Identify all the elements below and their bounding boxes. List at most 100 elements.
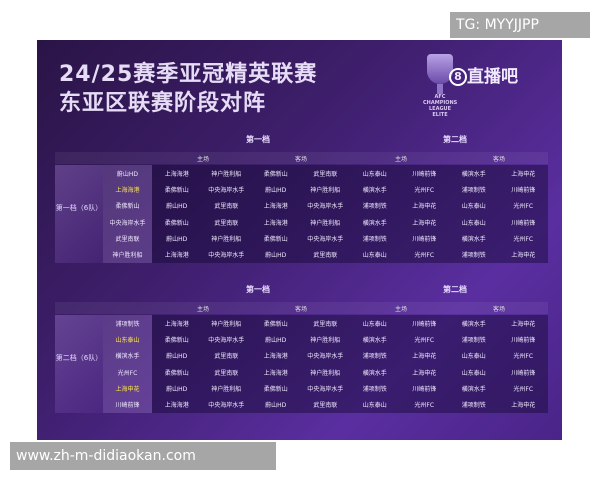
tier2-header: 第二档 [443, 285, 467, 294]
opponent-cell: 山东泰山 [461, 219, 486, 227]
opponent-cell: 光州FC [414, 402, 435, 410]
opponent-grid: 上海海港 神户胜利船 柔佛新山 武里南联 山东泰山 川崎前锋 横滨水手 上海申花 柔佛新山 中央海… [152, 315, 548, 413]
opponent-cell: 上海海港 [263, 369, 288, 377]
opponent-cell: 上海申花 [511, 252, 536, 260]
opponent-cell: 浦项制铁 [362, 353, 387, 361]
zhibo8-logo: 8 直播吧 [449, 62, 518, 87]
opponent-cell: 上海申花 [511, 170, 536, 178]
team-row: 山东泰山 [103, 331, 152, 347]
away-label: 客场 [492, 306, 505, 313]
team-row: 中央海岸水手 [103, 214, 152, 230]
schedule-table-pot1: 第一档 第二档 主场 客场 主场 客场 第一档（6队） 蔚山HD 上海海港 柔佛新山 中央海岸水手武… [55, 134, 548, 264]
opponent-cell: 山东泰山 [461, 353, 486, 361]
opponent-cell: 上海海港 [263, 203, 288, 211]
watermark-top: TG: MYYJJPP [450, 12, 590, 38]
opponent-cell: 川崎前锋 [412, 235, 437, 243]
opponent-cell: 横滨水手 [362, 336, 387, 344]
away-label: 客场 [294, 156, 307, 163]
opponent-cell: 武里南联 [214, 219, 239, 227]
opponent-cell: 神户胜利船 [310, 219, 341, 227]
table-row: 上海海港 中央海岸水手 蔚山HD 武里南联 山东泰山 光州FC 浦项制铁 上海申花 [152, 246, 548, 262]
opponent-cell: 光州FC [513, 235, 534, 243]
opponent-cell: 武里南联 [313, 252, 338, 260]
opponent-cell: 神户胜利船 [310, 186, 341, 194]
opponent-cell: 上海海港 [164, 320, 189, 328]
afc-champions-league-elite-logo: AFC CHAMPIONS LEAGUE ELITE [423, 54, 457, 124]
table-row: 上海海港 神户胜利船 柔佛新山 武里南联 山东泰山 川崎前锋 横滨水手 上海申花 [152, 315, 548, 331]
poster-title: 24/25赛季亚冠精英联赛 东亚区联赛阶段对阵 [59, 60, 317, 118]
team-row: 柔佛新山 [103, 198, 152, 214]
opponent-cell: 光州FC [513, 385, 534, 393]
team-name: 横滨水手 [115, 353, 140, 361]
opponent-cell: 浦项制铁 [461, 252, 486, 260]
team-name: 川崎前锋 [115, 402, 140, 410]
team-name: 柔佛新山 [115, 203, 140, 211]
team-name: 中央海岸水手 [109, 219, 146, 227]
opponent-cell: 武里南联 [313, 170, 338, 178]
trophy-icon [427, 54, 453, 84]
team-name: 神户胜利船 [112, 252, 143, 260]
opponent-cell: 川崎前锋 [511, 336, 536, 344]
team-name: 武里南联 [115, 235, 140, 243]
opponent-cell: 蔚山HD [166, 203, 188, 211]
away-label: 客场 [492, 156, 505, 163]
opponent-cell: 中央海岸水手 [208, 402, 245, 410]
opponent-cell: 横滨水手 [461, 320, 486, 328]
team-name: 上海申花 [115, 385, 140, 393]
opponent-cell: 川崎前锋 [511, 369, 536, 377]
team-row: 横滨水手 [103, 348, 152, 364]
opponent-cell: 柔佛新山 [164, 219, 189, 227]
team-row: 浦项制铁 [103, 315, 152, 331]
opponent-cell: 上海申花 [412, 369, 437, 377]
team-row: 上海申花 [103, 380, 152, 396]
opponent-cell: 神户胜利船 [211, 170, 242, 178]
opponent-cell: 川崎前锋 [412, 385, 437, 393]
home-away-header: 主场 客场 主场 客场 [55, 152, 548, 164]
team-row: 上海海港 [103, 181, 152, 197]
home-away-header: 主场 客场 主场 客场 [55, 302, 548, 314]
team-name: 山东泰山 [115, 336, 140, 344]
opponent-cell: 山东泰山 [362, 170, 387, 178]
opponent-cell: 武里南联 [214, 203, 239, 211]
opponent-cell: 中央海岸水手 [208, 186, 245, 194]
opponent-cell: 光州FC [513, 203, 534, 211]
opponent-cell: 神户胜利船 [211, 235, 242, 243]
opponent-cell: 中央海岸水手 [307, 235, 344, 243]
opponent-cell: 蔚山HD [265, 336, 287, 344]
team-name: 浦项制铁 [115, 320, 140, 328]
opponent-cell: 蔚山HD [265, 402, 287, 410]
team-name: 蔚山HD [116, 170, 139, 178]
opponent-cell: 上海海港 [263, 219, 288, 227]
title-line-2: 东亚区联赛阶段对阵 [59, 91, 267, 116]
opponent-cell: 柔佛新山 [164, 369, 189, 377]
home-label: 主场 [196, 306, 209, 313]
opponent-cell: 上海海港 [263, 353, 288, 361]
table-row: 柔佛新山 武里南联 上海海港 神户胜利船 横滨水手 上海申花 山东泰山 川崎前锋 [152, 214, 548, 230]
opponent-cell: 横滨水手 [362, 186, 387, 194]
team-row: 光州FC [103, 364, 152, 380]
opponent-cell: 川崎前锋 [412, 320, 437, 328]
opponent-cell: 上海海港 [164, 252, 189, 260]
opponent-cell: 光州FC [414, 186, 435, 194]
opponent-cell: 武里南联 [313, 320, 338, 328]
team-row: 神户胜利船 [103, 246, 152, 262]
opponent-cell: 柔佛新山 [263, 385, 288, 393]
opponent-cell: 山东泰山 [461, 203, 486, 211]
poster: 24/25赛季亚冠精英联赛 东亚区联赛阶段对阵 AFC CHAMPIONS LEAG… [37, 40, 562, 440]
opponent-cell: 神户胜利船 [310, 369, 341, 377]
table-row: 蔚山HD 神户胜利船 柔佛新山 中央海岸水手 浦项制铁 川崎前锋 横滨水手 光州FC [152, 380, 548, 396]
table-row: 柔佛新山 武里南联 上海海港 神户胜利船 横滨水手 上海申花 山东泰山 川崎前锋 [152, 364, 548, 380]
opponent-cell: 横滨水手 [362, 369, 387, 377]
opponent-cell: 上海申花 [412, 203, 437, 211]
tier2-header: 第二档 [443, 135, 467, 144]
opponent-grid: 上海海港 神户胜利船 柔佛新山 武里南联 山东泰山 川崎前锋 横滨水手 上海申花 柔佛新山 中央海… [152, 165, 548, 263]
schedule-table-pot2: 第一档 第二档 主场 客场 主场 客场 第二档（6队） 浦项制铁 山东泰山 横滨水手 光州FC 上海申… [55, 284, 548, 414]
watermark-bottom: www.zh-m-didiaokan.com [10, 442, 276, 470]
table-row: 上海海港 神户胜利船 柔佛新山 武里南联 山东泰山 川崎前锋 横滨水手 上海申花 [152, 165, 548, 181]
opponent-cell: 上海申花 [412, 219, 437, 227]
table-row: 蔚山HD 武里南联 上海海港 中央海岸水手 浦项制铁 上海申花 山东泰山 光州FC [152, 198, 548, 214]
home-label: 主场 [196, 156, 209, 163]
opponent-cell: 中央海岸水手 [208, 336, 245, 344]
opponent-cell: 上海海港 [164, 402, 189, 410]
opponent-cell: 蔚山HD [166, 353, 188, 361]
